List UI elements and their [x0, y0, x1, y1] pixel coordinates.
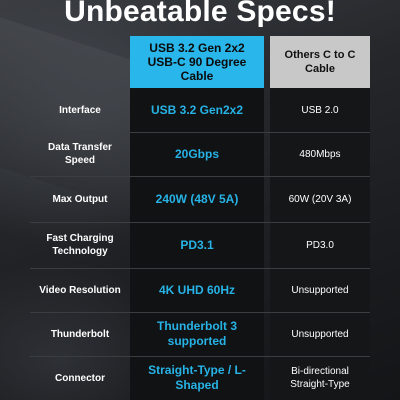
- others-value: 60W (20V 3A): [288, 193, 352, 205]
- table-row: Max Output 240W (48V 5A) 60W (20V 3A): [30, 176, 370, 222]
- featured-value: Straight-Type / L-Shaped: [148, 363, 246, 392]
- featured-value: 4K UHD 60Hz: [158, 282, 236, 297]
- row-divider: [30, 356, 370, 357]
- others-value: Unsupported: [291, 328, 349, 340]
- table-row: Data Transfer Speed 20Gbps 480Mbps: [30, 132, 370, 176]
- row-divider: [30, 268, 370, 269]
- featured-column: [130, 88, 264, 400]
- row-label: Data Transfer Speed: [48, 142, 112, 166]
- featured-product-header: USB 3.2 Gen 2x2 USB-C 90 Degree Cable: [130, 36, 264, 88]
- featured-value: USB 3.2 Gen2x2: [150, 102, 244, 117]
- row-divider: [30, 312, 370, 313]
- others-value: 480Mbps: [299, 148, 341, 160]
- featured-value: 240W (48V 5A): [155, 191, 239, 206]
- page-title: Unbeatable Specs!: [64, 0, 336, 28]
- others-value: USB 2.0: [301, 104, 339, 116]
- row-divider: [30, 222, 370, 223]
- others-value: Bi-directional Straight-Type: [290, 366, 350, 390]
- table-row: Video Resolution 4K UHD 60Hz Unsupported: [30, 268, 370, 312]
- others-value: PD3.0: [306, 239, 334, 251]
- featured-value: PD3.1: [180, 237, 214, 252]
- featured-value: Thunderbolt 3 supported: [157, 319, 237, 348]
- row-divider: [30, 176, 370, 177]
- row-label: Connector: [55, 372, 105, 384]
- others-value: Unsupported: [291, 284, 349, 296]
- table-row: Interface USB 3.2 Gen2x2 USB 2.0: [30, 88, 370, 132]
- table-row: Connector Straight-Type / L-Shaped Bi-di…: [30, 356, 370, 400]
- row-label: Fast Charging Technology: [46, 233, 114, 257]
- spec-comparison-table: USB 3.2 Gen 2x2 USB-C 90 Degree Cable Ot…: [0, 36, 400, 400]
- others-product-header: Others C to C Cable: [270, 36, 370, 88]
- featured-value: 20Gbps: [174, 146, 219, 161]
- table-row: Fast Charging Technology PD3.1 PD3.0: [30, 222, 370, 268]
- row-label: Thunderbolt: [50, 328, 110, 340]
- table-row: Thunderbolt Thunderbolt 3 supported Unsu…: [30, 312, 370, 356]
- row-divider: [30, 132, 370, 133]
- row-label: Interface: [59, 104, 101, 116]
- row-label: Video Resolution: [39, 284, 121, 296]
- others-column: [270, 88, 370, 400]
- row-label: Max Output: [52, 193, 108, 205]
